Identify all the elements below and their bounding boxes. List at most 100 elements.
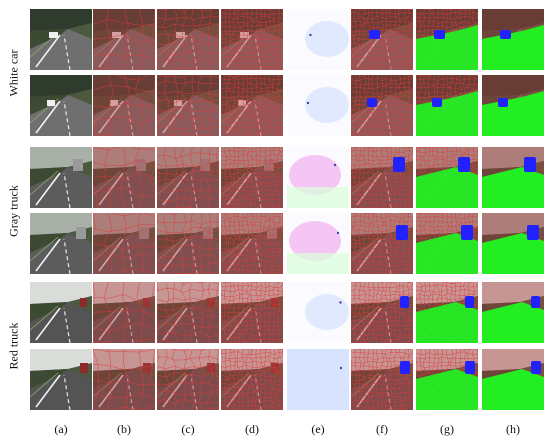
tile-image (351, 349, 413, 410)
tile-image (93, 282, 155, 343)
tile-image (287, 147, 349, 208)
tile-superpixel-medium (157, 75, 219, 136)
tile-segmentation-green (416, 75, 478, 136)
tile-segmentation-green (416, 349, 478, 410)
tile-segmentation-green (416, 9, 478, 70)
tile-image (30, 282, 92, 343)
tile-detection-blue (351, 282, 413, 343)
tile-image (221, 75, 283, 136)
tile-superpixel-fine (221, 147, 283, 208)
tile-image (482, 282, 544, 343)
tile-image (416, 282, 478, 343)
tile-optical-flow (287, 75, 349, 136)
tile-superpixel-medium (157, 147, 219, 208)
tile-image (351, 147, 413, 208)
tile-detection-blue (351, 75, 413, 136)
tile-image (157, 147, 219, 208)
col-label-c: (c) (181, 422, 195, 436)
tile-optical-flow (287, 349, 349, 410)
tile-superpixel-medium (157, 213, 219, 274)
tile-image (221, 147, 283, 208)
tile-image (157, 9, 219, 70)
tile-image (30, 9, 92, 70)
tile-image (287, 75, 349, 136)
tile-image (351, 75, 413, 136)
tile-original (30, 349, 92, 410)
tile-image (287, 349, 349, 410)
tile-final-result (482, 213, 544, 274)
col-label-h: (h) (506, 422, 520, 436)
tile-superpixel-fine (221, 9, 283, 70)
tile-image (221, 349, 283, 410)
tile-final-result (482, 282, 544, 343)
tile-image (416, 349, 478, 410)
tile-final-result (482, 147, 544, 208)
col-label-d: (d) (245, 422, 259, 436)
tile-image (287, 9, 349, 70)
tile-image (482, 147, 544, 208)
tile-optical-flow (287, 147, 349, 208)
tile-original (30, 9, 92, 70)
tile-image (30, 213, 92, 274)
tile-final-result (482, 9, 544, 70)
tile-image (351, 213, 413, 274)
row-label-red-truck: Red truck (6, 322, 21, 370)
tile-image (482, 9, 544, 70)
tile-image (287, 213, 349, 274)
tile-superpixel-coarse (93, 282, 155, 343)
tile-image (482, 75, 544, 136)
tile-final-result (482, 75, 544, 136)
tile-detection-blue (351, 349, 413, 410)
tile-image (287, 282, 349, 343)
tile-superpixel-fine (221, 213, 283, 274)
tile-superpixel-fine (221, 282, 283, 343)
col-label-b: (b) (117, 422, 131, 436)
tile-image (416, 9, 478, 70)
tile-segmentation-green (416, 213, 478, 274)
col-label-e: (e) (311, 422, 325, 436)
tile-image (93, 349, 155, 410)
tile-superpixel-coarse (93, 9, 155, 70)
tile-image (221, 9, 283, 70)
tile-image (221, 213, 283, 274)
tile-final-result (482, 349, 544, 410)
tile-image (157, 213, 219, 274)
tile-superpixel-medium (157, 282, 219, 343)
tile-image (482, 213, 544, 274)
tile-superpixel-medium (157, 9, 219, 70)
tile-original (30, 282, 92, 343)
tile-image (221, 282, 283, 343)
tile-image (351, 282, 413, 343)
tile-superpixel-coarse (93, 147, 155, 208)
tile-superpixel-coarse (93, 213, 155, 274)
tile-optical-flow (287, 9, 349, 70)
tile-image (157, 282, 219, 343)
col-label-g: (g) (440, 422, 454, 436)
tile-original (30, 75, 92, 136)
tile-optical-flow (287, 282, 349, 343)
tile-superpixel-medium (157, 349, 219, 410)
tile-image (482, 349, 544, 410)
tile-image (93, 147, 155, 208)
row-label-white-car: White car (6, 49, 21, 96)
tile-image (93, 75, 155, 136)
tile-original (30, 213, 92, 274)
tile-segmentation-green (416, 147, 478, 208)
tile-detection-blue (351, 213, 413, 274)
tile-image (351, 9, 413, 70)
tile-image (416, 147, 478, 208)
col-label-a: (a) (54, 422, 68, 436)
tile-image (30, 75, 92, 136)
tile-superpixel-fine (221, 349, 283, 410)
tile-original (30, 147, 92, 208)
tile-image (30, 349, 92, 410)
tile-detection-blue (351, 147, 413, 208)
tile-superpixel-fine (221, 75, 283, 136)
tile-image (157, 75, 219, 136)
tile-image (416, 213, 478, 274)
tile-image (30, 147, 92, 208)
tile-image (93, 9, 155, 70)
row-label-gray-truck: Gray truck (6, 184, 21, 237)
tile-superpixel-coarse (93, 349, 155, 410)
